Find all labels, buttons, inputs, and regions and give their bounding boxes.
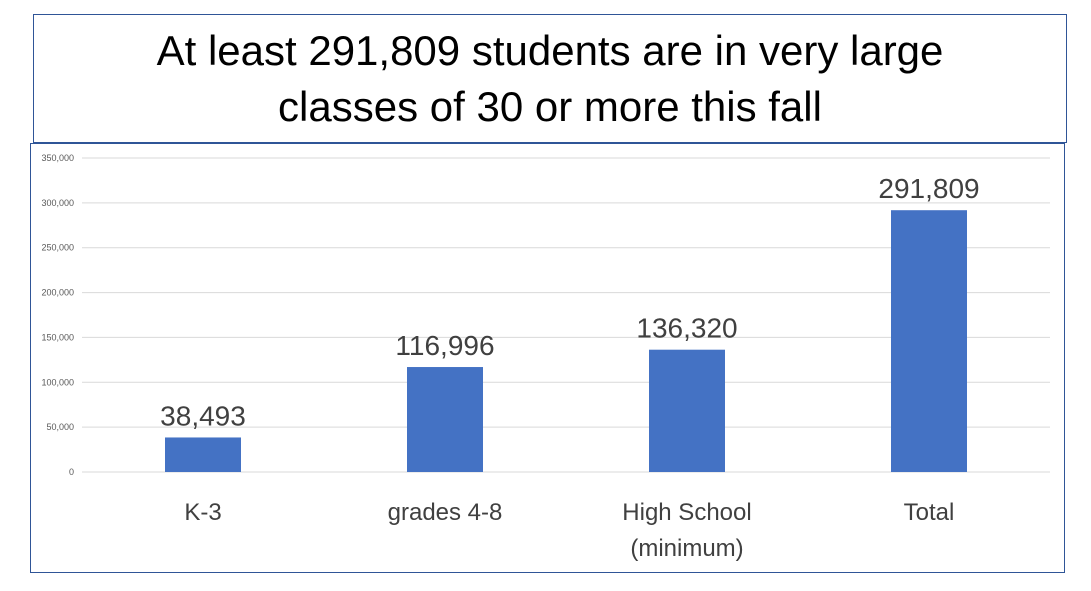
y-tick-label: 150,000 [41,332,74,342]
x-category-label: High School [622,499,751,526]
data-label: 38,493 [160,400,246,431]
bar [649,349,725,472]
y-tick-label: 0 [69,467,74,477]
y-tick-label: 350,000 [41,153,74,163]
chart-title-line-1: At least 291,809 students are in very la… [156,26,944,74]
data-label: 116,996 [395,330,494,361]
chart-title: At least 291,809 students are in very la… [33,14,1067,143]
y-tick-label: 300,000 [41,198,74,208]
y-tick-label: 100,000 [41,377,74,387]
y-tick-label: 250,000 [41,243,74,253]
bar [891,210,967,473]
chart-title-line-2: classes of 30 or more this fall [278,82,822,130]
bar [165,437,241,472]
data-label: 136,320 [636,313,737,344]
x-category-label: Total [904,499,955,526]
x-category-label: (minimum) [630,535,743,562]
x-category-label: grades 4-8 [388,499,503,526]
y-tick-label: 200,000 [41,288,74,298]
bar [407,367,483,472]
x-category-label: K-3 [184,499,221,526]
chart-frame [30,143,1065,573]
data-label: 291,809 [878,173,979,204]
y-tick-label: 50,000 [46,422,74,432]
